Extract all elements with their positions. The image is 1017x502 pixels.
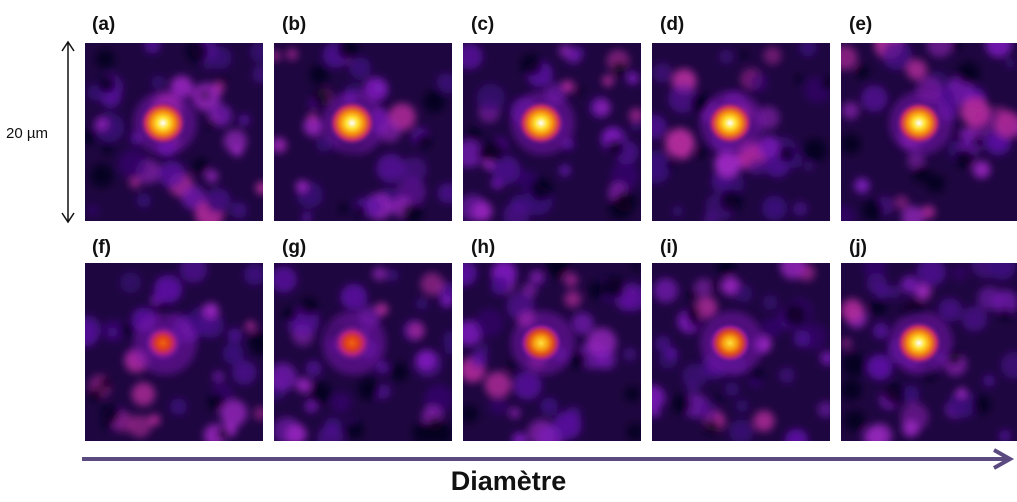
scale-bar-label: 20 µm — [6, 125, 48, 142]
image-tile-e — [841, 43, 1017, 221]
image-tile-d — [652, 43, 830, 221]
image-tile-h — [463, 263, 641, 441]
diameter-arrow — [82, 448, 1015, 470]
panel-label-i: (i) — [660, 237, 678, 258]
panel-label-d: (d) — [660, 14, 685, 35]
scale-bar-arrow — [61, 40, 75, 224]
panel-label-b: (b) — [282, 14, 307, 35]
image-tile-c — [463, 43, 641, 221]
image-tile-a — [85, 43, 263, 221]
panel-label-j: (j) — [849, 237, 867, 258]
image-tile-f — [85, 263, 263, 441]
panel-label-e: (e) — [849, 14, 873, 35]
image-tile-j — [841, 263, 1017, 441]
image-tile-b — [274, 43, 452, 221]
panel-label-c: (c) — [471, 14, 495, 35]
panel-label-g: (g) — [282, 237, 307, 258]
panel-label-a: (a) — [92, 14, 116, 35]
image-tile-i — [652, 263, 830, 441]
panel-label-f: (f) — [92, 237, 111, 258]
axis-label-diametre: Diamètre — [450, 466, 567, 496]
panel-label-h: (h) — [471, 237, 496, 258]
image-tile-g — [274, 263, 452, 441]
